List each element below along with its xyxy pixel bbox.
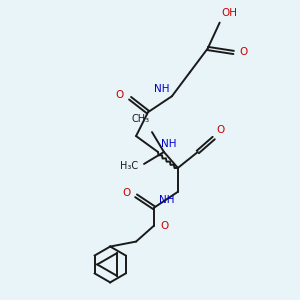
Text: NH: NH xyxy=(161,139,176,149)
Text: O: O xyxy=(160,220,168,231)
Text: CH₃: CH₃ xyxy=(132,114,150,124)
Text: O: O xyxy=(123,188,131,198)
Text: NH: NH xyxy=(159,195,175,205)
Text: OH: OH xyxy=(222,8,238,18)
Text: O: O xyxy=(240,47,248,58)
Text: O: O xyxy=(217,125,225,135)
Text: O: O xyxy=(116,90,124,100)
Text: NH: NH xyxy=(154,84,170,94)
Text: H₃C: H₃C xyxy=(120,161,138,171)
